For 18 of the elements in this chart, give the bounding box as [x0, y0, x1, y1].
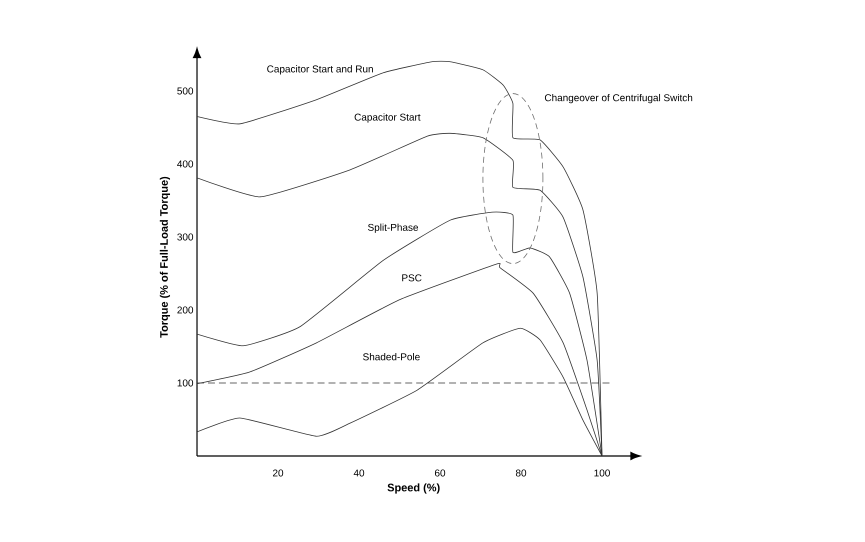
- text: Shaded-Pole: [363, 353, 420, 360]
- y-tick-label: 500: [177, 87, 194, 95]
- x-tick-label: 60: [434, 469, 446, 477]
- x-tick-label: 20: [272, 469, 284, 477]
- series-label: Capacitor Start and Run: [267, 65, 373, 74]
- series-label: Split-Phase: [368, 224, 418, 233]
- series-label: Capacitor Start: [354, 113, 420, 123]
- y-axis-title: Torque (% of Full-Load Torque): [160, 176, 170, 338]
- x-tick-label: 80: [516, 469, 526, 477]
- x-tick-label: 40: [354, 469, 364, 477]
- x-axis-title: Speed (%): [388, 483, 440, 494]
- y-tick-label: 400: [177, 160, 194, 168]
- x-tick-label: 100: [594, 469, 610, 477]
- y-tick-label: 100: [178, 379, 194, 387]
- series-label: PSC: [402, 274, 422, 282]
- y-tick-label: 300: [177, 233, 194, 241]
- annotation: Changeover of Centrifugal Switch: [544, 94, 692, 104]
- y-tick-label: 200: [177, 306, 194, 314]
